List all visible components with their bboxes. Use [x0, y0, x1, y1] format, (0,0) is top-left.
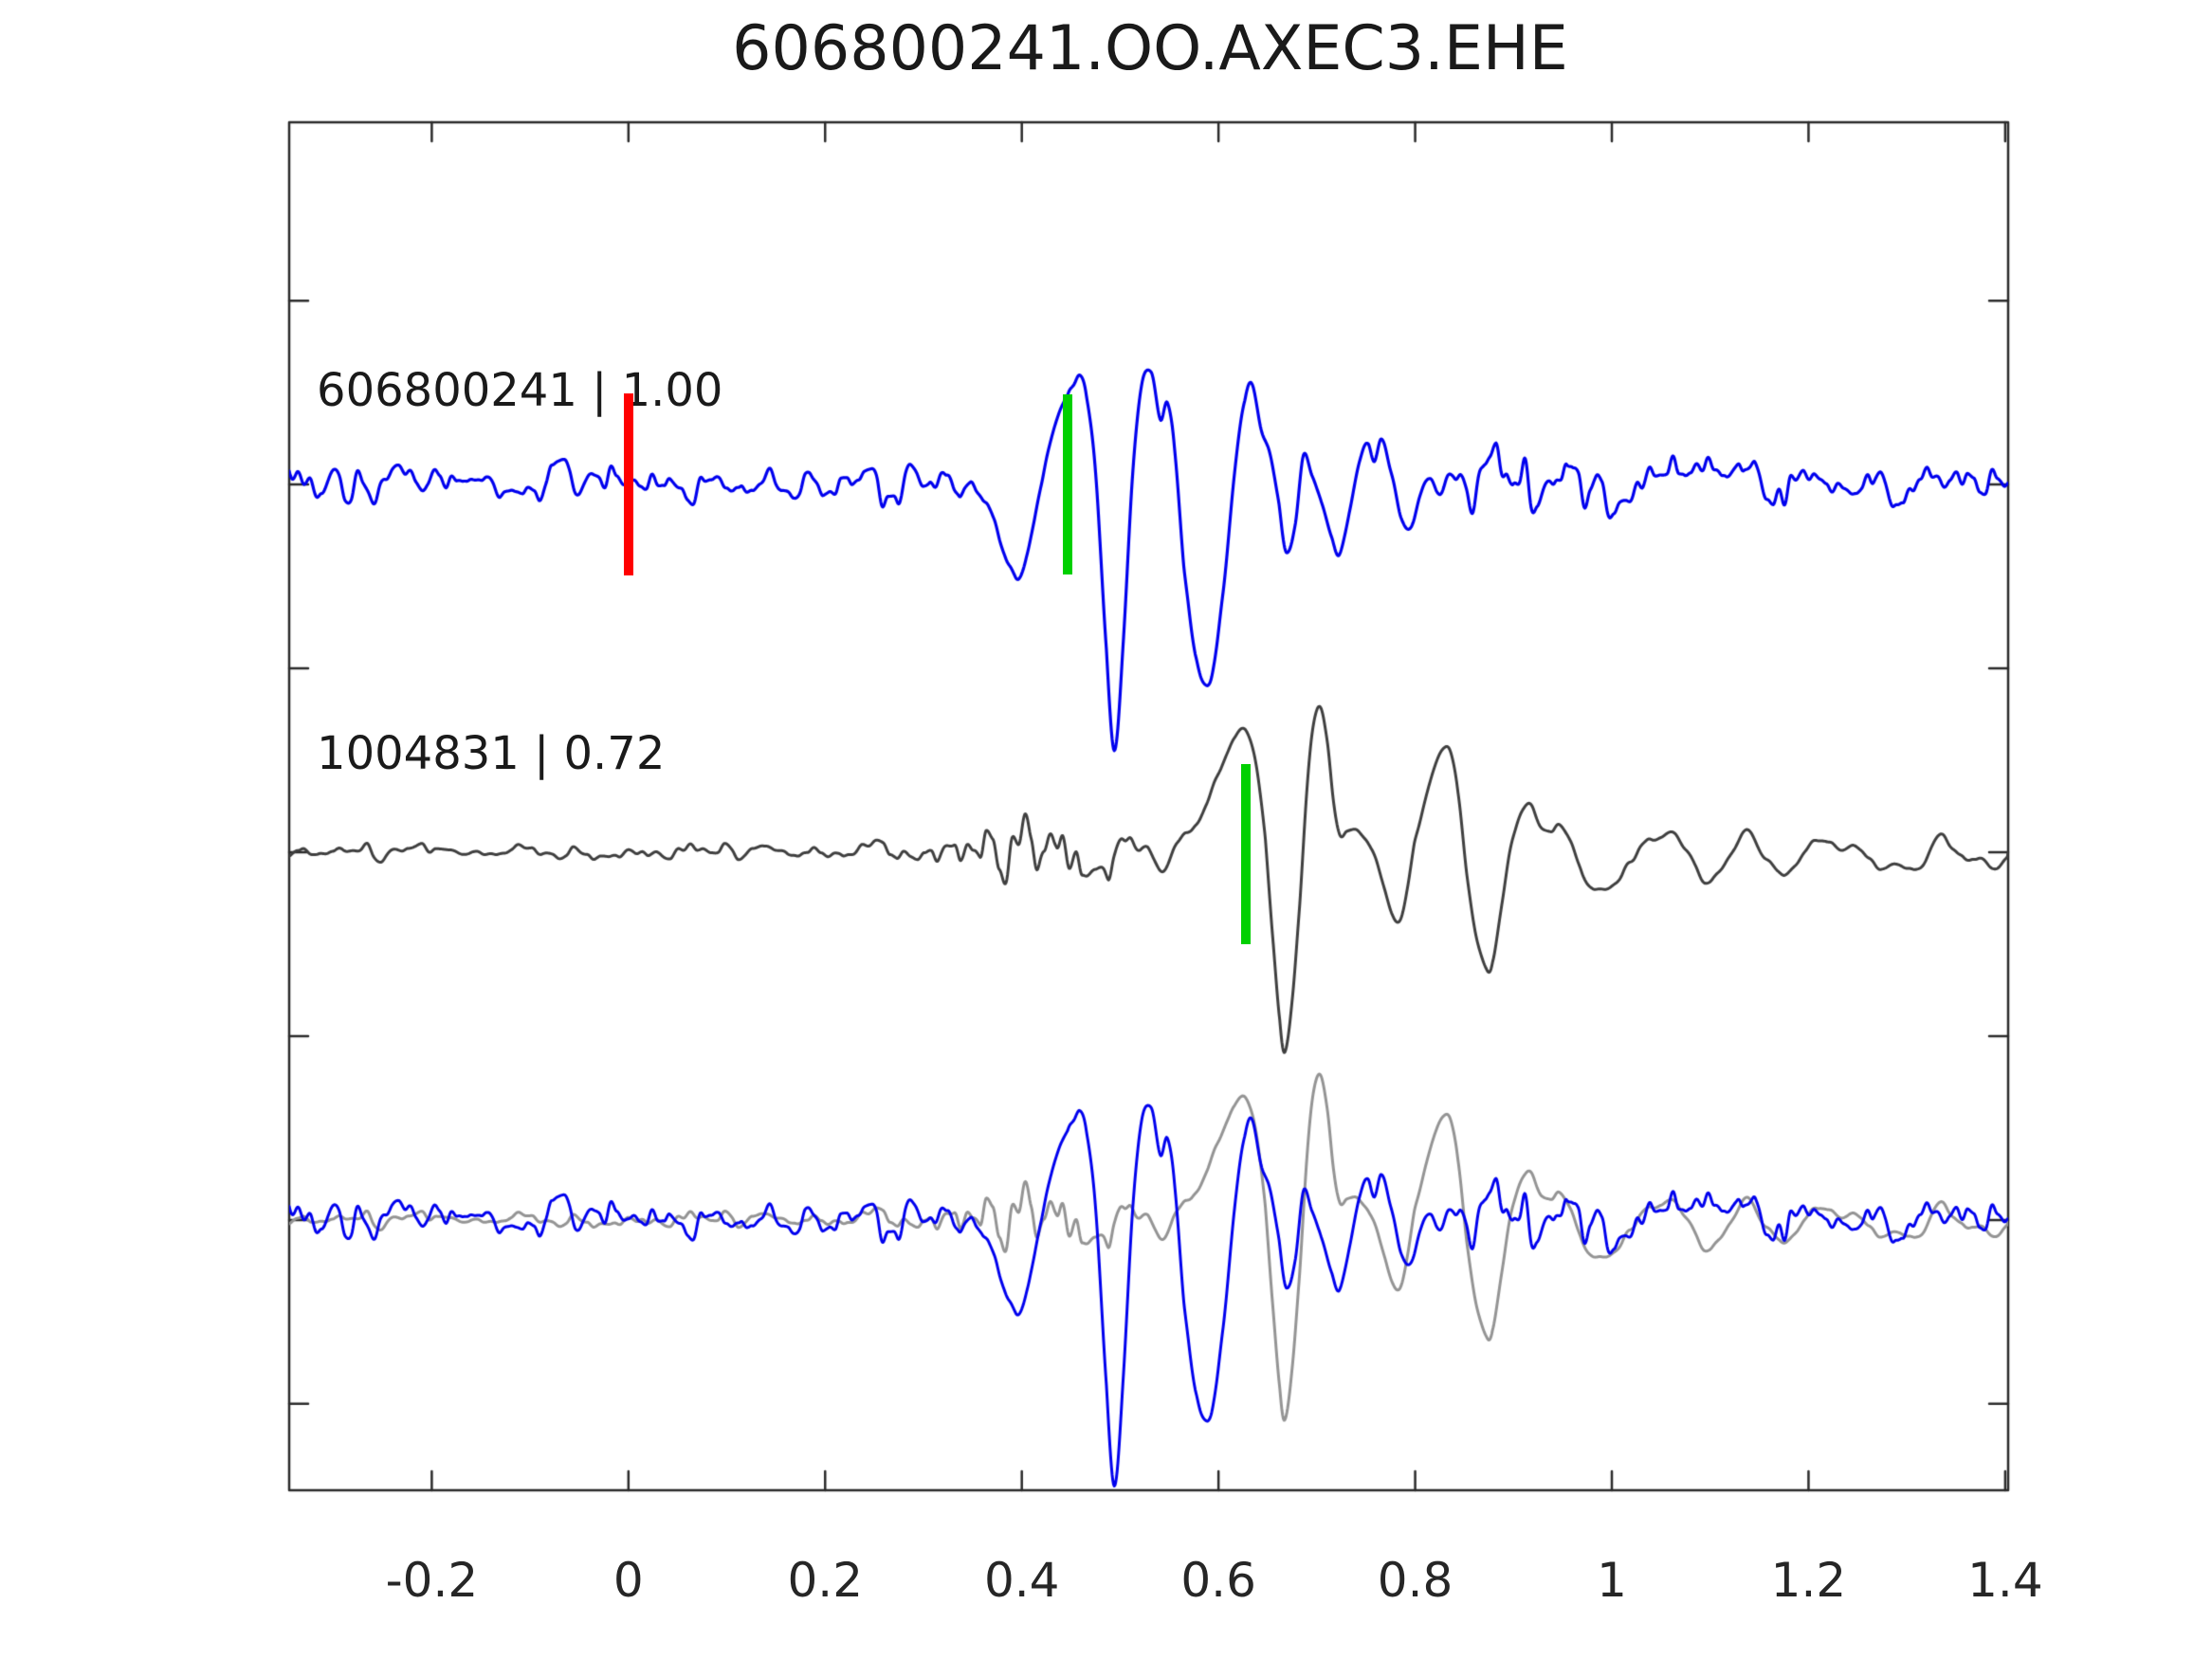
x-tick-label: -0.2 [385, 1553, 479, 1608]
template-pick-marker [1062, 394, 1072, 575]
detection-pick-marker [1240, 763, 1251, 944]
x-tick-label: 0 [612, 1553, 644, 1608]
trace-label-template: 606800241 | 1.00 [317, 364, 723, 418]
trace-label-detection: 1004831 | 0.72 [317, 727, 666, 781]
x-tick-label: 0.4 [983, 1553, 1060, 1608]
x-tick-label: 0.2 [787, 1553, 864, 1608]
x-tick-label: 1 [1597, 1553, 1627, 1608]
origin-time-marker [623, 393, 633, 575]
x-tick-label: 1.4 [1967, 1553, 2043, 1608]
x-tick-label: 0.6 [1180, 1553, 1256, 1608]
x-tick-label: 1.2 [1770, 1553, 1847, 1608]
x-tick-label: 0.8 [1377, 1553, 1453, 1608]
